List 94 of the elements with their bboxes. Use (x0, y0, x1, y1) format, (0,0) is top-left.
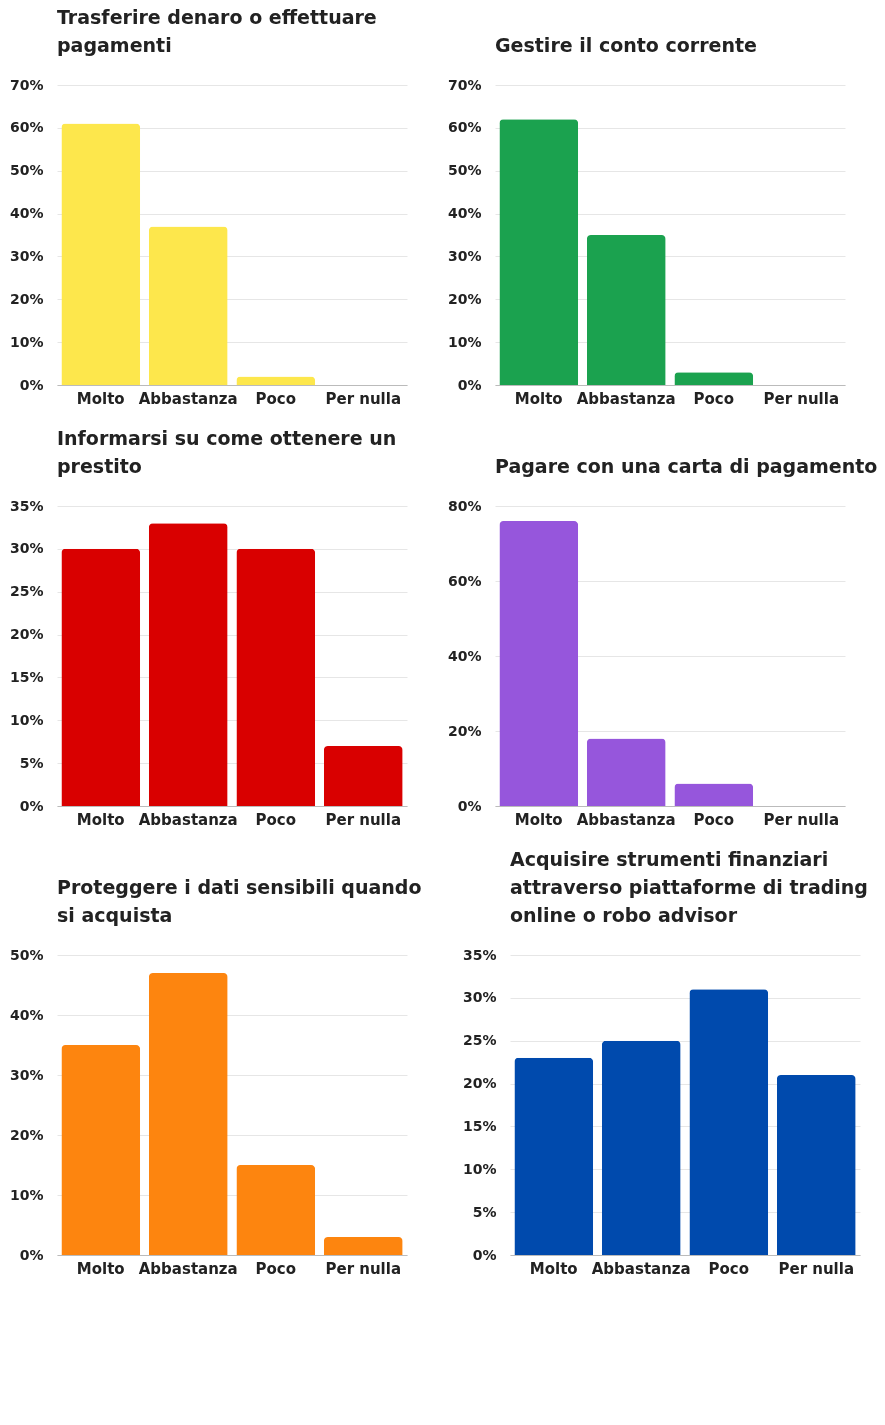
y-tick-label: 30% (9, 1066, 44, 1083)
bar (586, 235, 666, 385)
y-tick-label: 20% (447, 722, 482, 739)
bar (61, 123, 141, 385)
bar (323, 1237, 403, 1255)
chart-title: Proteggere i dati sensibili quando si acquista (57, 876, 422, 926)
y-tick-label: 50% (447, 162, 482, 179)
y-tick-label: 40% (9, 205, 44, 222)
x-tick-label: Per nulla (325, 389, 402, 408)
x-tick-label: Per nulla (763, 389, 840, 408)
bar (674, 372, 754, 385)
y-tick-label: 60% (447, 572, 482, 589)
x-tick-label: Abbastanza (138, 810, 238, 829)
x-tick-label: Poco (708, 1259, 749, 1278)
y-tick-label: 25% (462, 1032, 497, 1049)
x-tick-label: Poco (255, 1259, 296, 1278)
x-tick-label: Molto (514, 810, 563, 829)
y-tick-label: 0% (457, 797, 482, 814)
bar (148, 973, 228, 1255)
y-tick-label: 5% (472, 1203, 497, 1220)
bar (499, 521, 579, 806)
y-tick-label: 35% (9, 497, 44, 514)
y-tick-label: 0% (19, 376, 44, 393)
y-tick-label: 30% (9, 247, 44, 264)
x-tick-label: Poco (693, 810, 734, 829)
y-tick-label: 50% (9, 162, 44, 179)
y-tick-label: 50% (9, 946, 44, 963)
y-tick-label: 15% (462, 1117, 497, 1134)
y-tick-label: 0% (19, 1246, 44, 1263)
y-tick-label: 20% (447, 290, 482, 307)
y-tick-label: 20% (9, 626, 44, 643)
chart-title: Gestire il conto corrente (495, 34, 757, 56)
y-tick-label: 70% (9, 76, 44, 93)
y-tick-label: 10% (9, 1186, 44, 1203)
bar (689, 989, 769, 1255)
bar (586, 738, 666, 806)
x-tick-label: Per nulla (325, 1259, 402, 1278)
bar (236, 548, 316, 806)
y-tick-label: 5% (19, 754, 44, 771)
bar (148, 226, 228, 385)
chart-title: Pagare con una carta di pagamento (495, 455, 878, 477)
chart-title: Informarsi su come ottenere un prestito (57, 427, 397, 477)
bar (61, 548, 141, 806)
x-tick-label: Molto (529, 1259, 578, 1278)
x-tick-label: Abbastanza (138, 389, 238, 408)
x-tick-label: Abbastanza (576, 810, 676, 829)
y-tick-label: 40% (447, 647, 482, 664)
y-tick-label: 40% (447, 205, 482, 222)
y-tick-label: 70% (447, 76, 482, 93)
y-tick-label: 80% (447, 497, 482, 514)
y-tick-label: 20% (462, 1075, 497, 1092)
x-tick-label: Poco (693, 389, 734, 408)
bar (499, 119, 579, 385)
bar (323, 746, 403, 806)
bar (148, 523, 228, 806)
bar (601, 1040, 681, 1255)
x-tick-label: Molto (76, 810, 125, 829)
bar (776, 1075, 856, 1255)
y-tick-label: 35% (462, 946, 497, 963)
bar (674, 783, 754, 806)
x-tick-label: Per nulla (325, 810, 402, 829)
y-tick-label: 60% (447, 119, 482, 136)
y-tick-label: 20% (9, 290, 44, 307)
x-tick-label: Abbastanza (576, 389, 676, 408)
y-tick-label: 10% (9, 333, 44, 350)
x-tick-label: Poco (255, 810, 296, 829)
y-tick-label: 10% (9, 711, 44, 728)
y-tick-label: 10% (447, 333, 482, 350)
x-tick-label: Molto (76, 1259, 125, 1278)
y-tick-label: 60% (9, 119, 44, 136)
chart-title: Acquisire strumenti finanziari attraverso piattaforme di trading online o robo advisor (510, 848, 868, 926)
x-tick-label: Molto (514, 389, 563, 408)
y-tick-label: 0% (457, 376, 482, 393)
y-tick-label: 10% (462, 1160, 497, 1177)
y-tick-label: 40% (9, 1006, 44, 1023)
bar (514, 1057, 594, 1255)
x-tick-label: Molto (76, 389, 125, 408)
y-tick-label: 30% (447, 247, 482, 264)
y-tick-label: 25% (9, 583, 44, 600)
x-tick-label: Per nulla (763, 810, 840, 829)
bar (236, 1165, 316, 1255)
x-tick-label: Abbastanza (138, 1259, 238, 1278)
bar (236, 376, 316, 385)
x-tick-label: Per nulla (778, 1259, 855, 1278)
y-tick-label: 30% (462, 989, 497, 1006)
bar (61, 1045, 141, 1255)
y-tick-label: 15% (9, 668, 44, 685)
y-tick-label: 20% (9, 1126, 44, 1143)
y-tick-label: 0% (19, 797, 44, 814)
chart-title: Trasferire denaro o effettuare pagamenti (57, 6, 377, 56)
x-tick-label: Abbastanza (591, 1259, 691, 1278)
y-tick-label: 0% (472, 1246, 497, 1263)
y-tick-label: 30% (9, 540, 44, 557)
x-tick-label: Poco (255, 389, 296, 408)
